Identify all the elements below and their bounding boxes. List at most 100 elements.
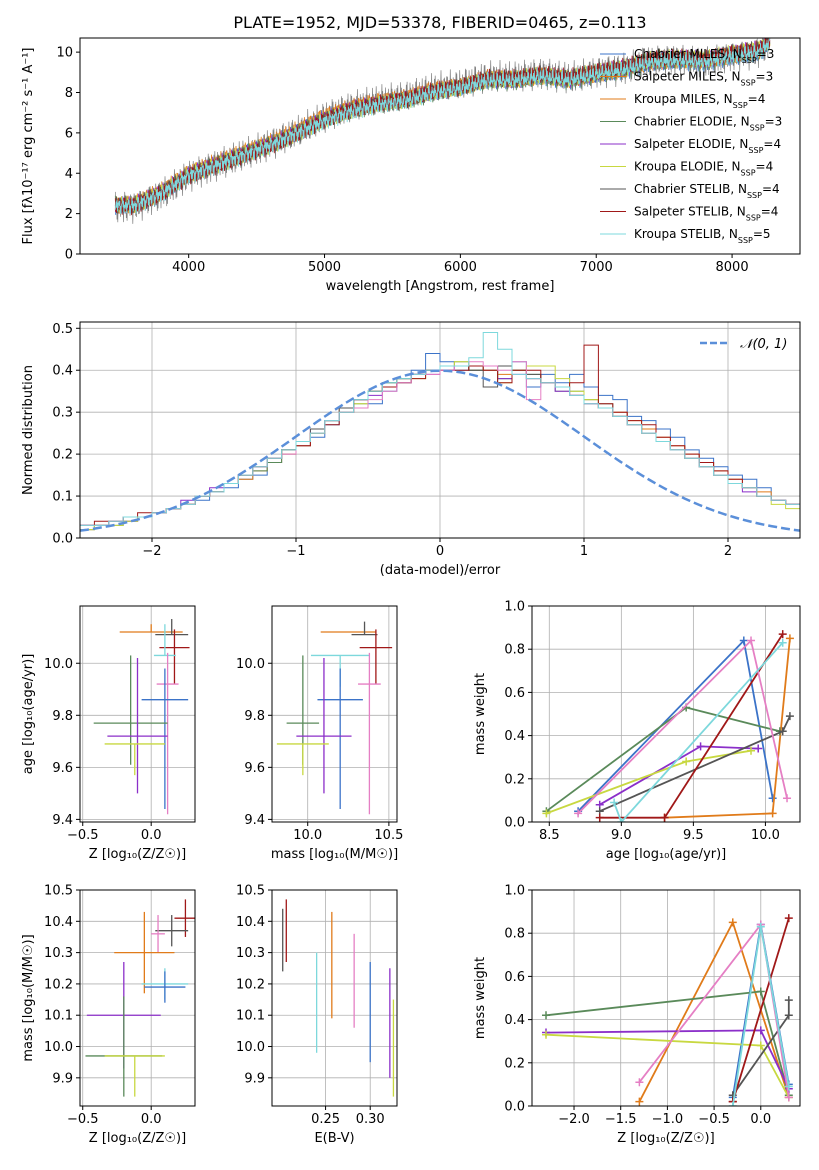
y-tick-label: 10.1 — [44, 1009, 73, 1024]
y-tick-label: 0.3 — [52, 406, 73, 421]
legend-suffix: =3 — [765, 115, 783, 129]
x-axis-label: mass [log₁₀(M/M☉)] — [271, 847, 398, 862]
y-tick-label: 10.3 — [236, 946, 265, 961]
plus-marker — [542, 1030, 551, 1039]
y-tick-label: 1.0 — [504, 884, 525, 899]
panel-z-weight: −2.0 −1.5 −1.0 −0.5 0.0 0.0 0.2 0.4 0.6 0.8 1.0 Z [… — [473, 884, 801, 1146]
y-tick-label: 0.6 — [504, 970, 525, 985]
plot-area — [93, 619, 190, 815]
histogram-step — [80, 365, 800, 526]
plus-marker — [696, 742, 705, 751]
errorbar-point — [156, 652, 179, 815]
legend: Chabrier MILES, NSSP=3 Salpeter MILES, NS… — [600, 47, 782, 245]
x-tick-label: 9.0 — [611, 828, 632, 843]
plus-marker — [756, 1041, 765, 1050]
y-tick-label: 0.2 — [504, 772, 525, 787]
y-tick-label: 10.0 — [236, 1040, 265, 1055]
plus-marker — [542, 809, 551, 818]
plus-marker — [617, 818, 626, 822]
x-tick-label: 0.0 — [141, 1112, 162, 1127]
y-tick-label: 0.6 — [504, 686, 525, 701]
y-tick-label: 10.4 — [44, 915, 73, 930]
legend-subscript: SSP — [733, 101, 748, 110]
legend-label: Salpeter ELODIE, NSSP=4 — [634, 137, 781, 155]
plus-marker — [747, 746, 756, 755]
legend-suffix: =4 — [761, 205, 779, 219]
y-tick-label: 9.4 — [52, 813, 73, 828]
y-tick-label: 0.0 — [52, 532, 73, 547]
legend-subscript: SSP — [750, 123, 765, 132]
y-tick-label: 10.4 — [236, 915, 265, 930]
panel-mass-age: 10.0 10.5 9.4 9.6 9.8 10.0 mass [log₁₀(M/M☉)] — [236, 605, 403, 862]
legend-subscript: SSP — [748, 146, 763, 155]
legend-label: Kroupa ELODIE, NSSP=4 — [634, 160, 773, 178]
x-tick-label: 0.25 — [311, 1112, 340, 1127]
plus-marker — [728, 918, 737, 927]
y-tick-label: 10.0 — [44, 657, 73, 672]
errorbar-point — [114, 911, 175, 994]
panel-residuals: −2 −1 0 1 2 0.0 0.1 0.2 0.3 0.4 0.5 (data-model)/er… — [21, 321, 801, 578]
x-tick-label: 0.30 — [356, 1112, 385, 1127]
x-tick-label: 5000 — [308, 260, 341, 275]
panel-age-weight: 8.5 9.0 9.5 10.0 0.0 0.2 0.4 0.6 0.8 1.0 age [log₁… — [473, 600, 801, 862]
y-tick-label: 9.8 — [244, 709, 265, 724]
y-tick-label: 10.2 — [236, 977, 265, 992]
x-tick-label: 6000 — [444, 260, 477, 275]
y-tick-label: 6 — [65, 126, 73, 141]
y-tick-label: 10.5 — [44, 884, 73, 899]
errorbar-point — [159, 629, 190, 685]
x-tick-label: −0.5 — [67, 1112, 99, 1127]
plus-marker — [542, 1011, 551, 1020]
errorbar-point — [93, 655, 168, 765]
legend-label: Salpeter MILES, NSSP=3 — [634, 70, 773, 88]
legend-suffix: =4 — [756, 160, 774, 174]
x-tick-label: 10.0 — [293, 828, 322, 843]
x-tick-label: 0.0 — [141, 828, 162, 843]
plus-marker — [783, 794, 792, 803]
y-tick-label: 0.1 — [52, 490, 73, 505]
axes-frame — [531, 605, 801, 823]
plus-marker — [784, 1082, 793, 1091]
plus-marker — [784, 996, 793, 1005]
legend-suffix: =4 — [763, 137, 781, 151]
y-tick-label: 1.0 — [504, 600, 525, 615]
y-tick-label: 10.2 — [44, 977, 73, 992]
errorbar-point — [104, 1055, 165, 1097]
y-tick-label: 0 — [65, 248, 73, 263]
panel-z-mass: −0.5 0.0 9.9 10.0 10.1 10.2 10.3 10.4 10.5 Z [log… — [21, 884, 196, 1146]
errorbar-point — [351, 621, 378, 636]
y-tick-label: 4 — [65, 167, 73, 182]
errorbar-point — [155, 619, 189, 636]
x-axis-label: wavelength [Angstrom, rest frame] — [326, 279, 555, 294]
figure-title: PLATE=1952, MJD=53378, FIBERID=0465, z=0… — [233, 13, 646, 32]
axes-frame — [79, 37, 801, 255]
plot-area — [276, 621, 393, 815]
y-tick-label: 2 — [65, 207, 73, 222]
y-tick-label: 0.0 — [504, 816, 525, 831]
y-tick-label: 0.5 — [52, 322, 73, 337]
errorbar-point — [141, 668, 189, 809]
plus-marker — [754, 744, 763, 753]
legend-subscript: SSP — [742, 56, 757, 65]
y-tick-label: 10.0 — [44, 1040, 73, 1055]
legend-suffix: =3 — [757, 47, 775, 61]
errorbar-point — [144, 971, 186, 1003]
histogram-step — [80, 365, 800, 531]
y-tick-label: 9.8 — [52, 709, 73, 724]
legend-suffix: =5 — [753, 227, 771, 241]
y-tick-label: 0.8 — [504, 927, 525, 942]
y-tick-label: 10.0 — [236, 657, 265, 672]
errorbar-point — [104, 743, 165, 776]
y-tick-label: 9.4 — [244, 813, 265, 828]
x-tick-label: 9.5 — [683, 828, 704, 843]
legend-subscript: SSP — [741, 168, 756, 177]
histogram-step — [80, 332, 800, 526]
axes-frame — [271, 605, 398, 823]
y-tick-label: 0.8 — [504, 643, 525, 658]
axes-frame — [531, 889, 801, 1107]
plot-area — [542, 630, 794, 822]
legend-label: Kroupa MILES, NSSP=4 — [634, 92, 765, 110]
x-axis-label: Z [log₁₀(Z/Z☉)] — [89, 847, 186, 862]
